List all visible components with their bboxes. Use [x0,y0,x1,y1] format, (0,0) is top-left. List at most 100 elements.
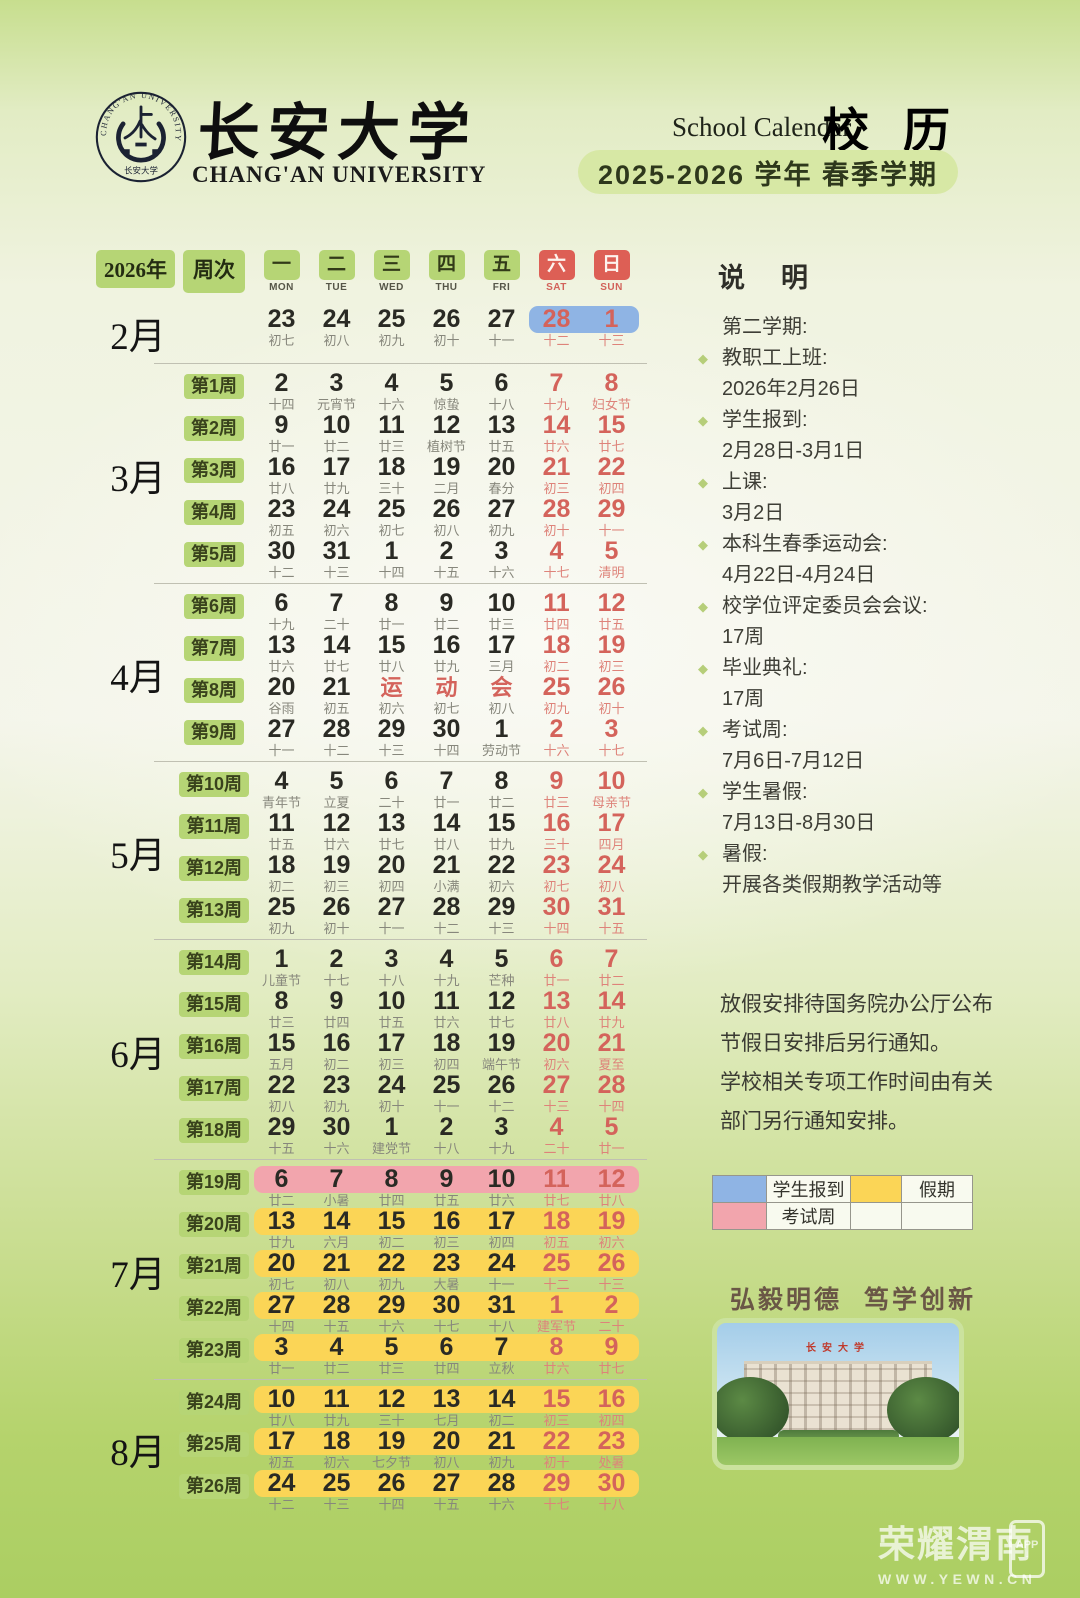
week-row: 第13周 25 初九 26 初十 27 十一 28 十二 29 十三 30 十四 31 十五 [178,893,639,936]
day-lunar: 初七 [378,523,405,538]
calendar-day: 26 十三 [584,1250,639,1292]
calendar-day: 4 青年节 [254,768,309,810]
day-lunar: 十一 [488,1277,515,1292]
day-number: 30 [322,1113,351,1141]
calendar-day: 11 廿四 [529,590,584,632]
week-badge: 第23周 [178,1338,250,1363]
calendar-day: 13 廿九 [254,1208,309,1250]
day-number: 18 [542,631,571,659]
calendar-day: 25 初九 [364,306,419,348]
day-number: 13 [254,1208,309,1235]
day-lunar: 十六 [488,1497,515,1512]
calendar-day: 20 谷雨 [254,674,309,716]
note-title: 暑假: [722,843,768,865]
day-number: 26 [364,1470,419,1497]
calendar-day: 6 十八 [474,370,529,412]
week-row: 23 初七 24 初八 25 初九 26 初十 27 十一 28 十二 1 十三 [180,306,639,348]
day-number: 29 [597,495,626,523]
calendar-day: 21 初九 [474,1428,529,1470]
day-number: 9 [274,411,289,439]
day-number: 17 [487,631,516,659]
motto-part1: 弘毅明德 [730,1287,843,1314]
day-lunar: 十七 [543,1497,570,1512]
day-badge: 五 [483,250,520,280]
calendar-day: 29 十三 [364,716,419,758]
note-item: ◆ 毕业典礼: 17周 [698,653,998,715]
note-value: 2月28日-3月1日 [722,440,865,462]
calendar-day: 23 初七 [254,306,309,348]
day-number: 28 [529,306,584,333]
day-number: 22 [364,1250,419,1277]
day-number: 28 [542,495,571,523]
day-number: 11 [268,809,295,837]
day-number: 23 [584,1428,639,1455]
tree-right [887,1376,959,1443]
week-badge: 第6周 [183,594,244,619]
calendar-day: 4 十七 [529,538,584,580]
note-title: 学生暑假: [722,781,808,803]
diamond-bullet-icon: ◆ [698,785,708,800]
calendar-day: 21 小满 [419,852,474,894]
legend-swatch [712,1202,767,1230]
day-number: 23 [267,495,296,523]
day-lunar: 十九 [433,973,460,988]
semester-pill: 2025-2026 学年 春季学期 [578,150,958,194]
day-lunar: 十三 [488,921,515,936]
week-row: 第12周 18 初二 19 初三 20 初四 21 小满 22 初六 23 初七 24 初八 [178,851,639,894]
calendar-day: 3 十九 [474,1114,529,1156]
day-lunar: 廿八 [378,659,405,674]
week-days: 22 初八 23 初九 24 初十 25 十一 26 十二 27 十三 28 十四 [254,1072,639,1114]
day-number: 23 [322,1071,351,1099]
calendar-day: 15 初二 [364,1208,419,1250]
day-lunar: 初十 [323,921,350,936]
day-number: 12 [597,589,626,617]
day-lunar: 初十 [543,523,570,538]
day-lunar: 十一 [268,743,295,758]
month-label: 3月 [110,459,166,500]
day-lunar: 十二 [323,743,350,758]
day-lunar: 初九 [268,921,295,936]
building-sign-text: 长安大学 [806,1342,870,1354]
day-number: 2 [584,1292,639,1319]
week-badge: 第21周 [178,1254,250,1279]
week-row: 第1周 2 十四 3 元宵节 4 十六 5 惊蛰 6 十八 7 十九 8 妇女节 [180,370,639,412]
day-number: 23 [542,851,571,879]
day-lunar: 十七 [543,565,570,580]
calendar-day: 2 十五 [419,538,474,580]
day-number: 7 [329,589,344,617]
calendar-day: 27 初九 [474,496,529,538]
day-lunar: 初七 [268,1277,295,1292]
week-row: 第6周 6 十九 7 二十 8 廿一 9 廿二 10 廿三 11 廿四 12 廿五 [180,590,639,632]
week-days: 24 十二 25 十三 26 十四 27 十五 28 十六 29 十七 30 十八 [254,1470,639,1512]
calendar-day: 5 立夏 [309,768,364,810]
day-number: 动 [435,675,458,700]
diamond-bullet-icon: ◆ [698,847,708,862]
day-number: 26 [322,893,351,921]
calendar-day: 30 十七 [419,1292,474,1334]
day-lunar: 十一 [598,523,625,538]
month-block-7月: 7月 第19周 6 廿二 7 小暑 8 廿四 9 廿五 10 廿六 11 廿七 12 廿八 第20周 13 廿九 14… [96,1160,647,1380]
day-lunar: 初五 [268,1455,295,1470]
day-number: 1 [529,1292,584,1319]
calendar-day: 7 廿一 [419,768,474,810]
calendar-day: 22 初六 [474,852,529,894]
day-number: 31 [597,893,626,921]
day-lunar: 初二 [378,1235,405,1250]
day-lunar: 初八 [323,333,350,348]
calendar-day: 30 十八 [584,1470,639,1512]
week-badge: 第3周 [183,458,244,483]
day-lunar: 初十 [598,701,625,716]
diamond-bullet-icon: ◆ [698,413,708,428]
tree-left [717,1376,789,1443]
week-badge: 第18周 [178,1118,250,1143]
week-badge-cell: 第24周 [178,1386,250,1415]
day-number: 4 [274,767,289,795]
calendar-day: 24 初八 [309,306,364,348]
day-number: 7 [439,767,454,795]
day-number: 21 [432,851,461,879]
day-number: 4 [439,945,454,973]
week-badge-cell: 第5周 [180,538,248,567]
day-lunar: 十六 [378,397,405,412]
day-lunar: 小满 [433,879,460,894]
day-lunar: 廿七 [543,1193,570,1208]
